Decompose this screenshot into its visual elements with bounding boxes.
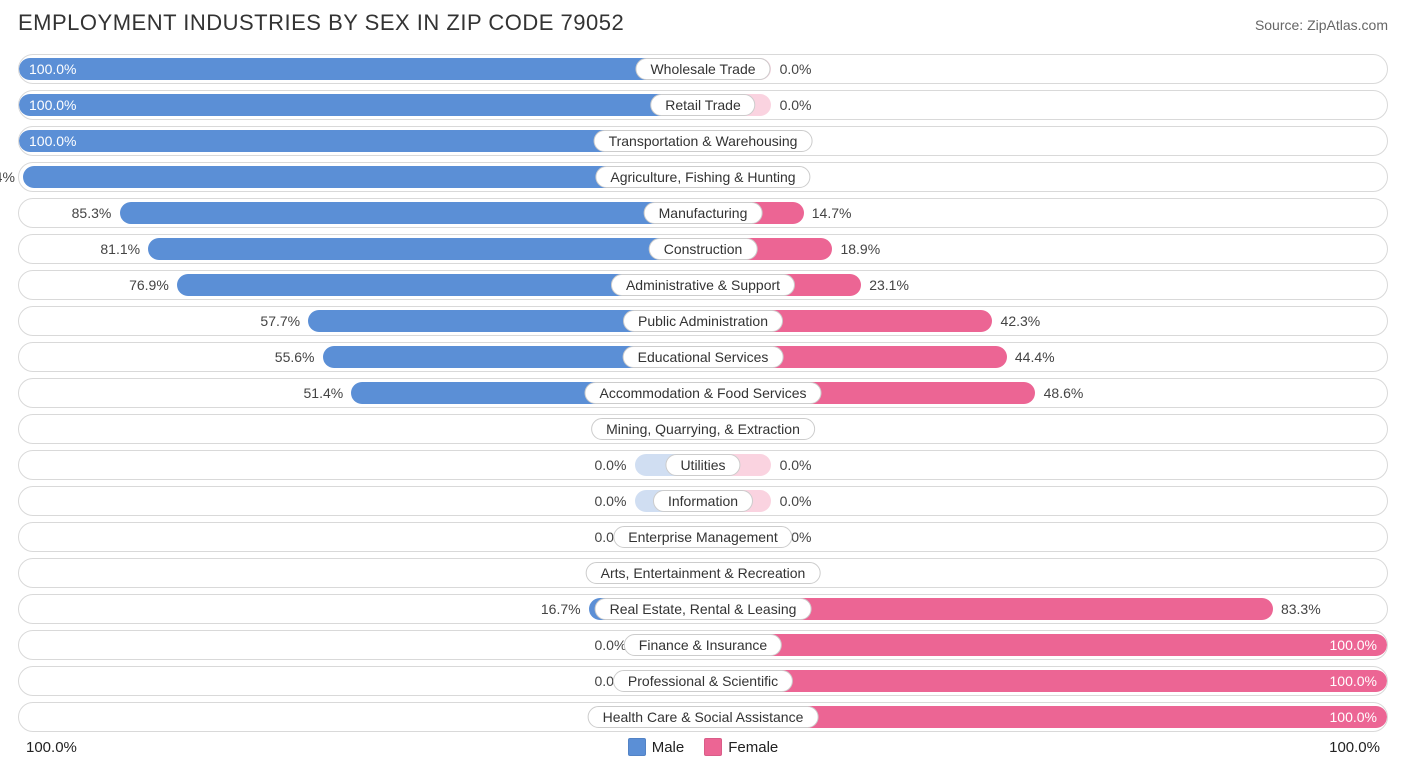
male-bar: [148, 238, 703, 260]
category-label: Arts, Entertainment & Recreation: [586, 562, 821, 584]
female-pct-label: 0.0%: [780, 493, 812, 509]
female-pct-label: 44.4%: [1015, 349, 1055, 365]
chart-row: 16.7% 83.3% Real Estate, Rental & Leasing: [18, 594, 1388, 624]
female-pct-label: 14.7%: [812, 205, 852, 221]
male-pct-label: 100.0%: [29, 133, 76, 149]
female-pct-label: 0.0%: [780, 61, 812, 77]
legend-center: Male Female: [628, 738, 779, 756]
legend-female-label: Female: [728, 739, 778, 756]
female-pct-label: 100.0%: [1330, 637, 1377, 653]
female-pct-label: 18.9%: [840, 241, 880, 257]
female-pct-label: 23.1%: [869, 277, 909, 293]
chart-row: 57.7% 42.3% Public Administration: [18, 306, 1388, 336]
female-pct-label: 0.0%: [780, 97, 812, 113]
chart-row: 100.0%0.0%Transportation & Warehousing: [18, 126, 1388, 156]
male-pct-label: 51.4%: [304, 385, 344, 401]
male-pct-label: 76.9%: [129, 277, 169, 293]
category-label: Enterprise Management: [613, 526, 792, 548]
female-bar: [703, 634, 1387, 656]
male-bar: [19, 58, 703, 80]
chart-header: EMPLOYMENT INDUSTRIES BY SEX IN ZIP CODE…: [18, 10, 1388, 36]
category-label: Retail Trade: [650, 94, 755, 116]
diverging-bar-chart: 100.0% 0.0% Wholesale Trade 100.0% 0.0% Retai…: [18, 54, 1388, 732]
female-pct-label: 0.0%: [780, 457, 812, 473]
category-label: Finance & Insurance: [624, 634, 782, 656]
male-pct-label: 55.6%: [275, 349, 315, 365]
category-label: Information: [653, 490, 753, 512]
axis-right-label: 100.0%: [1329, 739, 1380, 756]
chart-row: 76.9% 23.1% Administrative & Support: [18, 270, 1388, 300]
category-label: Administrative & Support: [611, 274, 795, 296]
category-label: Public Administration: [623, 310, 783, 332]
female-pct-label: 83.3%: [1281, 601, 1321, 617]
female-bar: [703, 670, 1387, 692]
female-pct-label: 100.0%: [1330, 673, 1377, 689]
male-pct-label: 100.0%: [29, 61, 76, 77]
axis-left-label: 100.0%: [26, 739, 77, 756]
chart-row: 0.0% 0.0% Utilities: [18, 450, 1388, 480]
male-swatch-icon: [628, 738, 646, 756]
male-pct-label: 85.3%: [72, 205, 112, 221]
male-pct-label: 57.7%: [260, 313, 300, 329]
male-pct-label: 100.0%: [29, 97, 76, 113]
male-bar: [19, 94, 703, 116]
chart-row: 0.0%100.0%Professional & Scientific: [18, 666, 1388, 696]
category-label: Real Estate, Rental & Leasing: [595, 598, 812, 620]
chart-row: 100.0% 0.0% Wholesale Trade: [18, 54, 1388, 84]
chart-row: 51.4% 48.6% Accommodation & Food Services: [18, 378, 1388, 408]
chart-row: 0.0% 100.0% Finance & Insurance: [18, 630, 1388, 660]
legend-male-label: Male: [652, 739, 685, 756]
category-label: Mining, Quarrying, & Extraction: [591, 418, 815, 440]
legend-male: Male: [628, 738, 685, 756]
male-pct-label: 81.1%: [100, 241, 140, 257]
male-pct-label: 99.4%: [0, 169, 15, 185]
female-swatch-icon: [704, 738, 722, 756]
category-label: Transportation & Warehousing: [594, 130, 813, 152]
male-pct-label: 0.0%: [594, 637, 626, 653]
chart-row: 0.0% 0.0% Information: [18, 486, 1388, 516]
chart-legend: 100.0% Male Female 100.0%: [18, 738, 1388, 756]
chart-row: 85.3% 14.7% Manufacturing: [18, 198, 1388, 228]
chart-row: 0.0%0.0%Arts, Entertainment & Recreation: [18, 558, 1388, 588]
chart-row: 0.0%0.0%Enterprise Management: [18, 522, 1388, 552]
male-bar: [120, 202, 703, 224]
category-label: Accommodation & Food Services: [585, 382, 822, 404]
chart-row: 0.0%0.0%Mining, Quarrying, & Extraction: [18, 414, 1388, 444]
chart-row: 99.4%0.65%Agriculture, Fishing & Hunting: [18, 162, 1388, 192]
chart-source: Source: ZipAtlas.com: [1255, 17, 1388, 33]
female-pct-label: 100.0%: [1330, 709, 1377, 725]
category-label: Health Care & Social Assistance: [588, 706, 819, 728]
male-pct-label: 0.0%: [594, 457, 626, 473]
category-label: Professional & Scientific: [613, 670, 793, 692]
category-label: Educational Services: [623, 346, 784, 368]
male-pct-label: 0.0%: [594, 493, 626, 509]
category-label: Agriculture, Fishing & Hunting: [595, 166, 810, 188]
legend-female: Female: [704, 738, 778, 756]
female-pct-label: 48.6%: [1044, 385, 1084, 401]
chart-title: EMPLOYMENT INDUSTRIES BY SEX IN ZIP CODE…: [18, 10, 624, 36]
category-label: Construction: [649, 238, 758, 260]
chart-row: 81.1% 18.9% Construction: [18, 234, 1388, 264]
male-pct-label: 16.7%: [541, 601, 581, 617]
female-pct-label: 42.3%: [1001, 313, 1041, 329]
chart-row: 55.6% 44.4% Educational Services: [18, 342, 1388, 372]
chart-row: 100.0% 0.0% Retail Trade: [18, 90, 1388, 120]
category-label: Wholesale Trade: [635, 58, 770, 80]
chart-row: 0.0%100.0%Health Care & Social Assistanc…: [18, 702, 1388, 732]
category-label: Manufacturing: [644, 202, 763, 224]
category-label: Utilities: [665, 454, 740, 476]
